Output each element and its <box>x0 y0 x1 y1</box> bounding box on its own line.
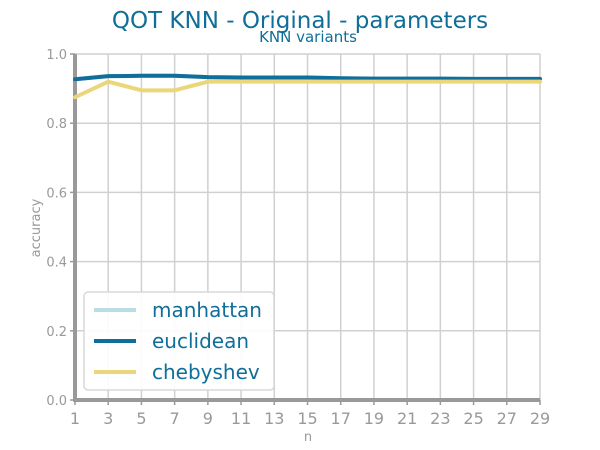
x-tick-label: 25 <box>463 409 483 428</box>
legend: manhattan euclidean chebyshev <box>83 291 275 391</box>
x-tick-label: 1 <box>70 409 80 428</box>
series-line-chebyshev <box>73 79 542 100</box>
y-tick-label: 0.4 <box>46 256 67 271</box>
chart-title: QOT KNN - Original - parameters <box>112 8 488 34</box>
x-tick-label: 15 <box>297 409 317 428</box>
legend-label-chebyshev: chebyshev <box>152 360 260 384</box>
axes <box>70 53 541 405</box>
grid <box>74 53 541 401</box>
x-tick-label: 5 <box>136 409 146 428</box>
x-tick-label: 29 <box>530 409 550 428</box>
y-tick-label: 1.0 <box>46 48 67 63</box>
x-tick-label: 13 <box>264 409 284 428</box>
x-tick-label: 23 <box>430 409 450 428</box>
tick-labels: 1 3 5 7 9 11 13 15 17 19 21 23 25 27 290.00.20.40.60.8… <box>46 48 550 428</box>
x-tick-label: 21 <box>397 409 417 428</box>
x-tick-label: 3 <box>103 409 113 428</box>
series-lines <box>73 73 542 100</box>
y-axis-label: accuracy <box>29 198 44 257</box>
chart-subtitle: KNN variants <box>259 28 357 46</box>
legend-box <box>83 291 275 391</box>
y-tick-label: 0.6 <box>46 186 67 201</box>
x-tick-label: 17 <box>331 409 351 428</box>
x-tick-label: 11 <box>231 409 251 428</box>
legend-label-euclidean: euclidean <box>152 329 249 353</box>
y-tick-label: 0.8 <box>46 117 67 132</box>
y-tick-label: 0.2 <box>46 325 67 340</box>
legend-label-manhattan: manhattan <box>152 298 262 322</box>
x-tick-label: 27 <box>497 409 517 428</box>
x-tick-label: 7 <box>170 409 180 428</box>
x-axis-label: n <box>304 430 312 445</box>
series-line-euclidean <box>73 73 542 82</box>
x-tick-label: 9 <box>203 409 213 428</box>
y-tick-label: 0.0 <box>46 394 67 409</box>
x-tick-label: 19 <box>364 409 384 428</box>
